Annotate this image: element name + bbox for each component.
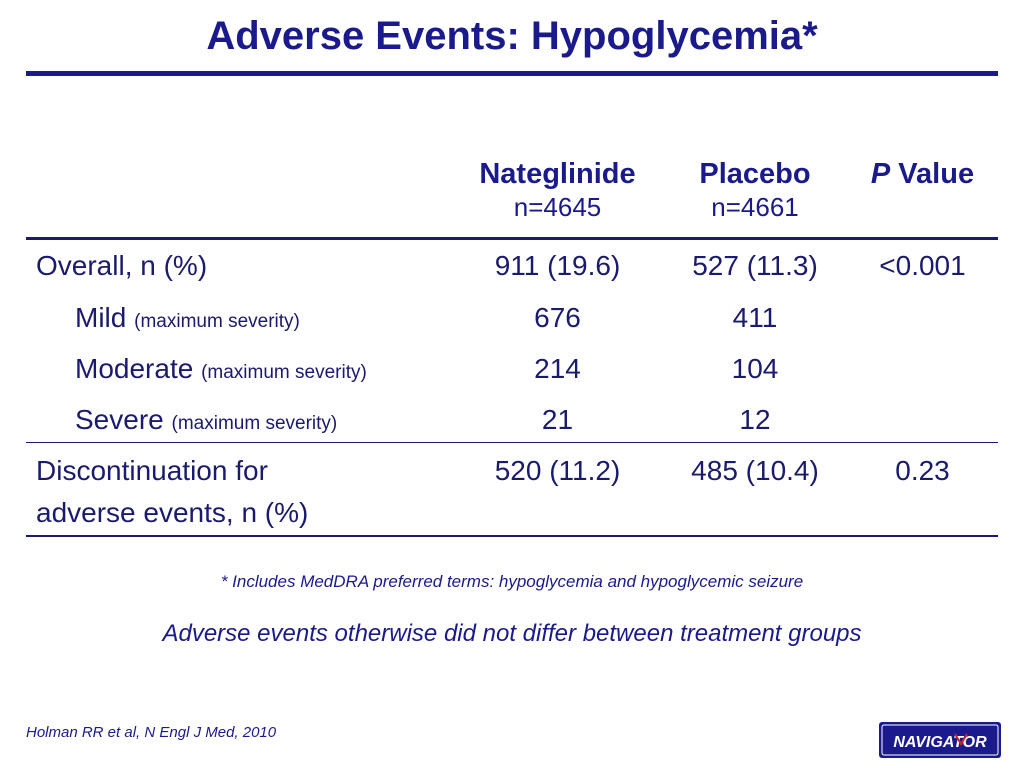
severity-label: Severe	[75, 404, 164, 435]
column-header-n: n=4645	[513, 192, 602, 222]
cell-discontinuation-p: 0.23	[895, 455, 950, 486]
table-bottom-rule	[26, 535, 998, 537]
p-value-rest: Value	[890, 158, 975, 190]
row-label-moderate: Moderate (maximum severity)	[75, 348, 367, 394]
logo-border	[881, 724, 999, 756]
cell-discontinuation-nateglinide: 520 (11.2)	[494, 455, 621, 486]
column-header-name: Placebo	[699, 158, 811, 190]
severity-qualifier: (maximum severity)	[201, 362, 367, 383]
slide-title: Adverse Events: Hypoglycemia*	[206, 14, 818, 58]
severity-label: Mild	[75, 302, 127, 333]
logo-background	[879, 722, 1001, 758]
footnote: * Includes MedDRA preferred terms: hypog…	[220, 572, 804, 591]
cell-overall-placebo: 527 (11.3)	[692, 250, 818, 281]
column-header-placebo: Placebo n=4661	[665, 157, 845, 223]
severity-qualifier: (maximum severity)	[134, 311, 300, 332]
summary-statement: Adverse events otherwise did not differ …	[162, 620, 862, 647]
row-label-mild: Mild (maximum severity)	[75, 297, 300, 343]
row-label-discontinuation-line1: Discontinuation for	[36, 455, 268, 486]
cell-moderate-placebo: 104	[731, 353, 779, 384]
title-divider	[26, 71, 998, 76]
cell-overall-nateglinide: 911 (19.6)	[494, 250, 621, 281]
column-header-name: Nateglinide	[479, 158, 636, 190]
row-label-severe: Severe (maximum severity)	[75, 399, 337, 445]
logo-accent	[954, 733, 968, 746]
severity-label: Moderate	[75, 353, 194, 384]
column-header-nateglinide: Nateglinide n=4645	[455, 157, 660, 223]
severity-qualifier: (maximum severity)	[171, 413, 338, 434]
cell-overall-p: <0.001	[879, 250, 966, 281]
cell-mild-placebo: 411	[732, 302, 778, 333]
cell-discontinuation-placebo: 485 (10.4)	[691, 455, 819, 486]
citation: Holman RR et al, N Engl J Med, 2010	[26, 724, 277, 741]
cell-severe-nateglinide: 21	[541, 404, 574, 435]
navigator-logo: NAVIGATOR	[879, 722, 1001, 758]
cell-moderate-nateglinide: 214	[534, 353, 581, 384]
column-header-n: n=4661	[711, 192, 799, 222]
row-label-discontinuation-line2: adverse events, n (%)	[36, 497, 309, 528]
logo-text: NAVIGATOR	[893, 734, 987, 751]
cell-severe-placebo: 12	[739, 404, 771, 435]
row-label-overall: Overall, n (%)	[36, 250, 208, 281]
p-italic: P	[870, 158, 891, 190]
cell-mild-nateglinide: 676	[534, 302, 581, 333]
column-header-name: P Value	[850, 157, 995, 191]
header-rule	[26, 237, 998, 240]
row-rule	[26, 442, 998, 443]
column-header-p-value: P Value	[850, 157, 995, 191]
